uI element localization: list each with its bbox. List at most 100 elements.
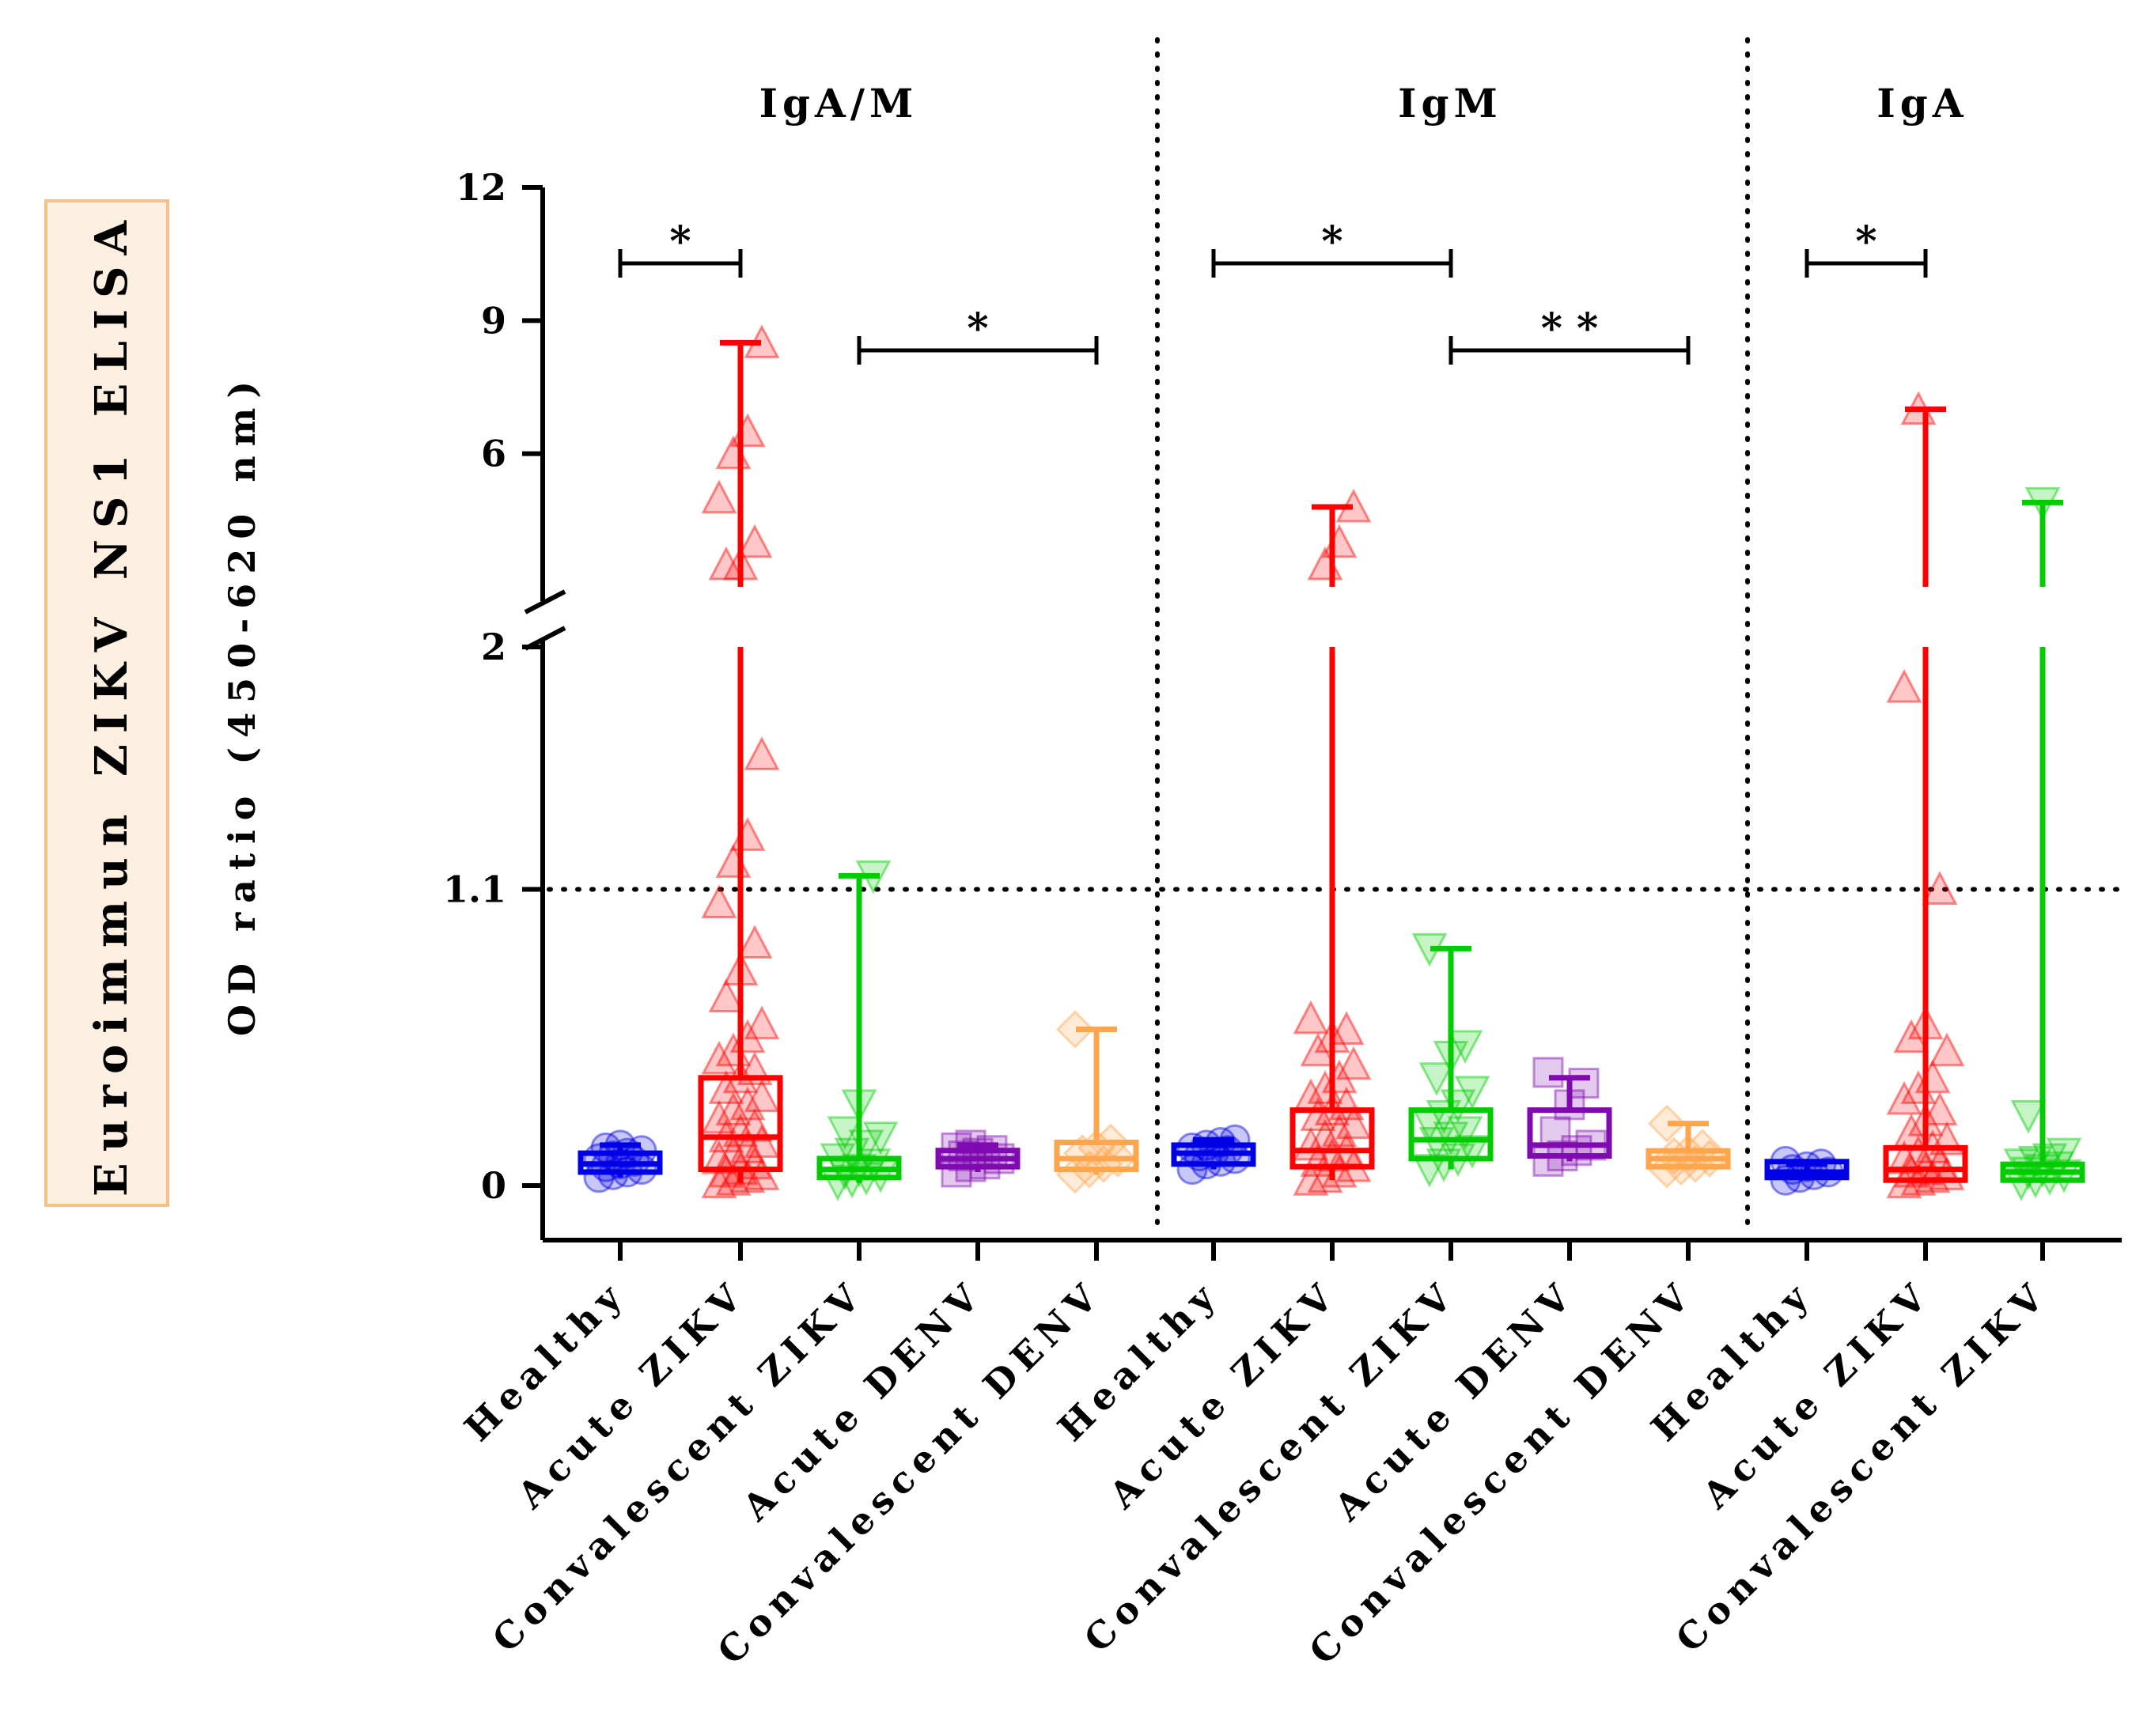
box-iqr	[1289, 1107, 1375, 1170]
data-point	[1532, 1145, 1564, 1177]
data-point	[1922, 871, 1958, 905]
data-point	[1447, 1030, 1483, 1065]
data-point	[737, 524, 773, 558]
box-iqr	[698, 1075, 783, 1173]
data-point	[744, 1078, 780, 1113]
data-point	[701, 1164, 737, 1199]
significance-bracket: *	[1211, 217, 1453, 278]
significance-bracket: *	[1804, 217, 1928, 278]
data-point	[729, 817, 766, 851]
significance-bracket: * *	[1449, 304, 1691, 365]
data-point	[708, 978, 744, 1013]
data-point	[1328, 1011, 1365, 1046]
box-group	[1527, 1057, 1612, 1177]
y-tick-label: 2	[481, 626, 506, 668]
data-point	[1321, 1113, 1358, 1148]
data-point	[1454, 1076, 1490, 1110]
data-point	[1300, 1097, 1336, 1131]
data-point	[708, 1070, 744, 1104]
y-tick-label: 9	[481, 299, 506, 342]
data-point	[1922, 1091, 1958, 1126]
box-group	[1289, 488, 1375, 1196]
y-tick-label: 1.1	[443, 868, 506, 910]
box-group	[2000, 486, 2085, 1201]
box-iqr	[1408, 1107, 1494, 1162]
data-point	[1293, 1161, 1329, 1196]
data-point	[744, 1124, 780, 1159]
data-point	[1055, 1010, 1095, 1049]
data-point	[701, 884, 737, 918]
data-point	[715, 1091, 752, 1126]
data-point	[737, 1107, 773, 1142]
data-point	[744, 1156, 780, 1190]
data-point	[1454, 1135, 1490, 1169]
significance-label: *	[967, 304, 988, 353]
data-point	[1886, 668, 1922, 703]
data-point	[1914, 1159, 1951, 1193]
significance-bracket: *	[857, 304, 1099, 365]
data-point	[1418, 1127, 1455, 1161]
panel-title: IgM	[1398, 80, 1502, 127]
y-tick-label: 12	[456, 166, 506, 209]
data-point	[701, 1099, 737, 1134]
significance-label: *	[669, 217, 691, 266]
data-point	[1893, 1019, 1929, 1053]
box-group	[1054, 1010, 1139, 1194]
y-tick-label: 0	[481, 1164, 506, 1207]
data-point	[1532, 1057, 1564, 1088]
data-point	[2046, 1159, 2082, 1193]
significance-bracket: *	[618, 217, 743, 278]
data-point	[715, 844, 752, 878]
box-group	[1408, 932, 1494, 1188]
data-point	[2039, 1151, 2075, 1186]
panel-title: IgA/M	[759, 80, 918, 127]
data-point	[1568, 1068, 1600, 1099]
data-point	[1886, 1080, 1922, 1115]
data-point	[1293, 1000, 1329, 1034]
data-point	[1335, 1046, 1372, 1080]
box-group	[935, 1129, 1021, 1188]
data-point	[729, 1129, 766, 1163]
data-point	[744, 1005, 780, 1040]
data-point	[1418, 1062, 1455, 1097]
data-point	[2003, 1167, 2039, 1201]
data-point	[701, 1140, 737, 1174]
data-point	[1647, 1104, 1687, 1143]
data-point	[1886, 1140, 1922, 1174]
y-axis-break-mark	[524, 589, 566, 615]
box-group	[1171, 1124, 1256, 1186]
x-tick-label: Acute ZIKV	[1100, 1272, 1346, 1518]
data-point	[1539, 1116, 1571, 1148]
data-point	[1929, 1032, 1965, 1067]
box-iqr	[1883, 1144, 1968, 1183]
box-group	[1764, 1145, 1850, 1196]
box-group	[578, 1129, 663, 1193]
box-group	[698, 324, 783, 1199]
data-point	[2046, 1137, 2082, 1172]
data-point	[2010, 1099, 2047, 1134]
data-point	[701, 1040, 737, 1075]
data-point	[1411, 1154, 1448, 1188]
data-point	[1335, 1105, 1372, 1140]
panel-title: IgA	[1876, 80, 1967, 127]
box-group	[1883, 391, 1968, 1199]
data-point	[737, 925, 773, 959]
data-point	[729, 413, 766, 448]
data-point	[708, 546, 744, 581]
y-axis-label: OD ratio (450-620 nm)	[221, 372, 263, 1036]
data-point	[827, 1116, 863, 1151]
chart-title: Euroimmun ZIKV NS1 ELISA	[85, 210, 138, 1197]
data-point	[1447, 1116, 1483, 1151]
significance-label: *	[1855, 217, 1876, 266]
box-iqr	[1527, 1107, 1612, 1159]
y-tick-label: 6	[481, 433, 506, 475]
x-tick-label: Acute ZIKV	[509, 1272, 755, 1518]
box-group	[816, 860, 902, 1201]
side-title-box: Euroimmun ZIKV NS1 ELISA	[44, 199, 169, 1207]
data-point	[862, 1121, 899, 1155]
data-point	[1300, 1032, 1336, 1067]
side-title-box-frame	[44, 199, 169, 1207]
data-point	[701, 479, 737, 514]
